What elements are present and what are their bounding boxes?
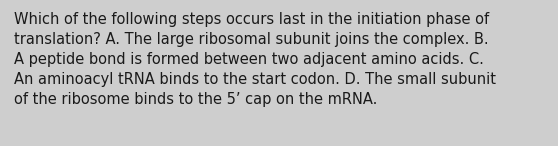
Text: Which of the following steps occurs last in the initiation phase of
translation?: Which of the following steps occurs last… bbox=[14, 12, 496, 107]
